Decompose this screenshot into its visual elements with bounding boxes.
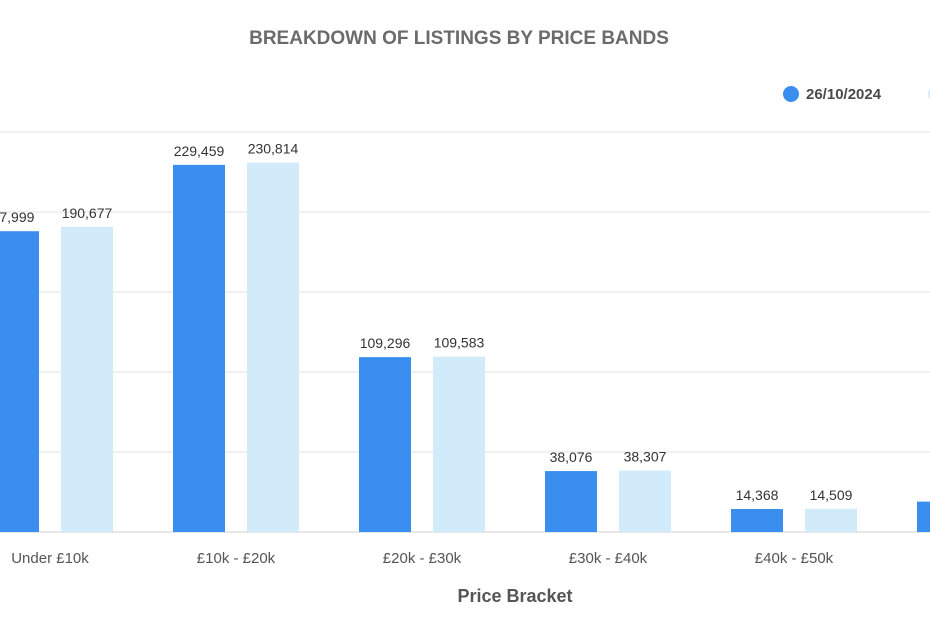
value-label-20k-30k-series-1: 109,296 — [360, 335, 411, 351]
bar-blank-series-1 — [917, 501, 930, 532]
x-axis-label: Price Bracket — [457, 586, 572, 606]
bars — [0, 162, 930, 532]
value-label-30k-40k-series-1: 38,076 — [550, 449, 593, 465]
value-label-40k-50k-series-2: 14,509 — [810, 487, 853, 503]
x-tick-under-10k: Under £10k — [11, 550, 89, 567]
value-label-10k-20k-series-2: 230,814 — [248, 141, 299, 157]
value-label-20k-30k-series-2: 109,583 — [434, 335, 485, 351]
bar-under-10k-series-2 — [61, 226, 113, 532]
legend-swatch-26-10-2024 — [783, 86, 799, 102]
value-labels: 87,999229,459109,29638,07614,36819190,67… — [0, 141, 853, 503]
x-tick-20k-30k: £20k - £30k — [383, 550, 462, 567]
x-tick-10k-20k: £10k - £20k — [197, 550, 276, 567]
x-axis-ticks: Under £10k £10k - £20k £20k - £30k £30k - £… — [11, 550, 833, 567]
bar-30k-40k-series-1 — [545, 471, 597, 532]
chart-title: BREAKDOWN OF LISTINGS BY PRICE BANDS — [249, 28, 669, 49]
value-label-under-10k-series-1: 87,999 — [0, 209, 35, 225]
bar-under-10k-series-1 — [0, 231, 39, 532]
bar-10k-20k-series-1 — [173, 164, 225, 532]
legend: 26/10/2024 — [783, 86, 930, 103]
legend-label-26-10-2024: 26/10/2024 — [806, 86, 882, 103]
value-label-40k-50k-series-1: 14,368 — [736, 487, 779, 503]
bar-10k-20k-series-2 — [247, 162, 299, 532]
bar-30k-40k-series-2 — [619, 470, 671, 532]
x-tick-30k-40k: £30k - £40k — [569, 550, 648, 567]
value-label-under-10k-series-2: 190,677 — [62, 205, 113, 221]
value-label-10k-20k-series-1: 229,459 — [174, 143, 225, 159]
bar-40k-50k-series-1 — [731, 509, 783, 532]
x-tick-40k-50k: £40k - £50k — [755, 550, 834, 567]
bar-40k-50k-series-2 — [805, 508, 857, 532]
value-label-30k-40k-series-2: 38,307 — [624, 449, 667, 465]
bar-20k-30k-series-1 — [359, 357, 411, 532]
bar-20k-30k-series-2 — [433, 356, 485, 532]
